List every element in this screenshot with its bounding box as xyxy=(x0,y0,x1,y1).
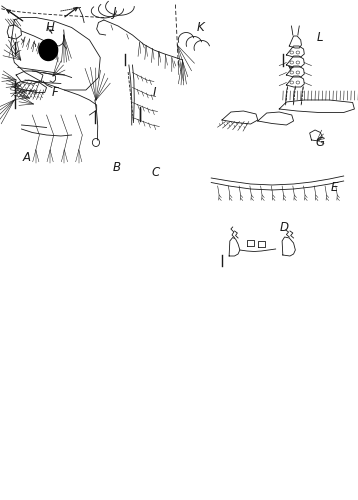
Text: A: A xyxy=(23,151,31,164)
Text: E: E xyxy=(331,181,338,194)
Text: H: H xyxy=(46,21,54,34)
Text: L: L xyxy=(317,31,324,44)
Text: G: G xyxy=(316,136,325,149)
Text: F: F xyxy=(52,86,59,99)
Text: D: D xyxy=(280,221,289,234)
Text: C: C xyxy=(151,166,160,179)
Text: K: K xyxy=(197,21,204,34)
Text: J: J xyxy=(113,6,116,19)
Text: I: I xyxy=(152,86,156,99)
Text: B: B xyxy=(112,161,120,174)
Ellipse shape xyxy=(39,40,58,60)
